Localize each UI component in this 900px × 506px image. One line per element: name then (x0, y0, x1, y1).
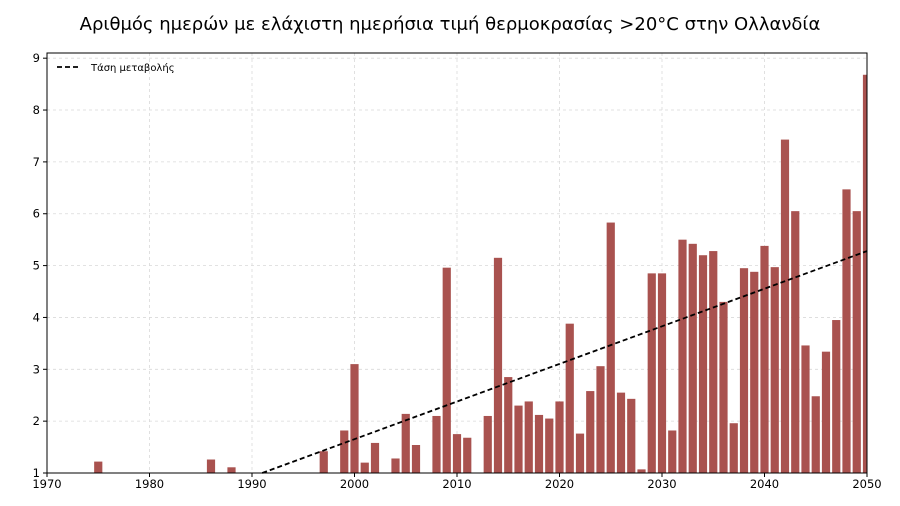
bar (606, 222, 615, 473)
bar (729, 423, 738, 473)
bar (493, 257, 503, 473)
y-tick-label: 5 (33, 259, 40, 273)
bar (842, 189, 851, 474)
legend: Τάση μεταβολής (57, 62, 175, 74)
bar (862, 74, 867, 474)
x-tick-label: 2050 (852, 477, 881, 491)
bar (832, 320, 841, 473)
bar (596, 366, 605, 473)
x-tick-label: 2040 (750, 477, 779, 491)
bar (227, 467, 236, 473)
bar (750, 271, 759, 473)
bar (94, 461, 103, 473)
bar (411, 445, 421, 473)
bar (698, 255, 708, 473)
bar (647, 273, 656, 473)
y-tick-label: 9 (33, 51, 40, 65)
bar (555, 401, 564, 473)
bar (514, 405, 523, 473)
bar (852, 211, 861, 474)
y-tick-label: 7 (33, 155, 40, 169)
bar (760, 245, 769, 473)
bar (401, 413, 410, 473)
bar (739, 268, 749, 473)
bar (821, 351, 831, 473)
bar (657, 273, 667, 473)
bar (391, 458, 400, 473)
bars (94, 74, 867, 474)
bar (319, 451, 328, 473)
bar (370, 442, 380, 473)
trend-line-layer (261, 250, 868, 474)
bar (545, 418, 554, 473)
trend-line (261, 250, 868, 474)
y-tick-label: 4 (33, 310, 40, 324)
bar (586, 391, 595, 473)
x-tick-label: 1970 (32, 477, 61, 491)
bar (463, 437, 472, 473)
axis-ticks: 1970 1980 1990 2000 2010 2020 2030 2040 2050 1 2 3 4… (32, 51, 881, 491)
bar (565, 323, 574, 473)
bar (616, 392, 626, 473)
x-tick-label: 2030 (647, 477, 676, 491)
bar (811, 396, 820, 473)
x-tick-label: 1990 (237, 477, 266, 491)
legend-trend-label: Τάση μεταβολής (90, 62, 175, 74)
bar (668, 430, 677, 473)
bar (688, 243, 697, 473)
bar (719, 301, 728, 473)
x-tick-label: 2000 (340, 477, 369, 491)
bar (534, 414, 544, 473)
bar (504, 377, 513, 473)
bar (780, 139, 790, 473)
bar (801, 345, 810, 473)
bar (483, 415, 492, 473)
bar (350, 364, 359, 473)
y-tick-label: 8 (33, 103, 40, 117)
bar (524, 401, 533, 473)
bar (637, 469, 646, 473)
chart-title: Αριθμός ημερών με ελάχιστη ημερήσια τιμή… (79, 14, 821, 35)
y-tick-label: 2 (33, 414, 40, 428)
bar (770, 267, 779, 473)
x-tick-label: 2010 (442, 477, 471, 491)
y-tick-label: 3 (33, 362, 40, 376)
x-tick-label: 1980 (135, 477, 164, 491)
y-tick-label: 6 (33, 207, 40, 221)
bar (709, 251, 718, 473)
bar (442, 267, 451, 473)
bar (432, 415, 441, 473)
bar (206, 459, 216, 473)
bar (340, 430, 349, 473)
bar (627, 398, 636, 473)
bar (575, 433, 585, 473)
bar (678, 239, 687, 473)
bar (452, 434, 462, 473)
bar (791, 211, 800, 474)
x-tick-label: 2020 (545, 477, 574, 491)
y-tick-label: 1 (33, 466, 40, 480)
bar (360, 462, 369, 473)
